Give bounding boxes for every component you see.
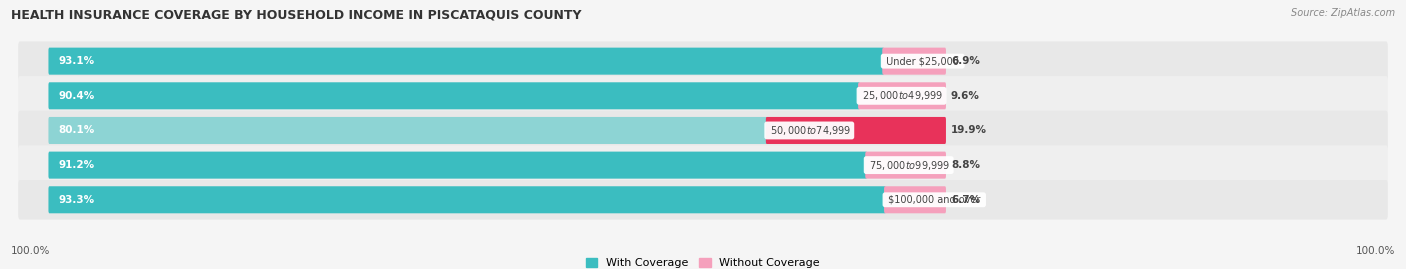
FancyBboxPatch shape: [865, 152, 946, 179]
Text: 93.1%: 93.1%: [59, 56, 96, 66]
FancyBboxPatch shape: [18, 145, 1388, 185]
Text: 90.4%: 90.4%: [59, 91, 96, 101]
FancyBboxPatch shape: [18, 41, 1388, 81]
Text: Source: ZipAtlas.com: Source: ZipAtlas.com: [1291, 8, 1395, 18]
Legend: With Coverage, Without Coverage: With Coverage, Without Coverage: [582, 254, 824, 269]
Text: 6.7%: 6.7%: [950, 195, 980, 205]
Text: 91.2%: 91.2%: [59, 160, 96, 170]
Text: 100.0%: 100.0%: [11, 246, 51, 256]
Text: 6.9%: 6.9%: [950, 56, 980, 66]
Text: 8.8%: 8.8%: [950, 160, 980, 170]
Text: 100.0%: 100.0%: [1355, 246, 1395, 256]
Text: $50,000 to $74,999: $50,000 to $74,999: [766, 124, 852, 137]
Text: 93.3%: 93.3%: [59, 195, 96, 205]
FancyBboxPatch shape: [48, 82, 860, 109]
Text: 80.1%: 80.1%: [59, 125, 96, 136]
Text: HEALTH INSURANCE COVERAGE BY HOUSEHOLD INCOME IN PISCATAQUIS COUNTY: HEALTH INSURANCE COVERAGE BY HOUSEHOLD I…: [11, 8, 582, 21]
Text: $100,000 and over: $100,000 and over: [884, 195, 984, 205]
FancyBboxPatch shape: [18, 180, 1388, 220]
FancyBboxPatch shape: [766, 117, 946, 144]
Text: Under $25,000: Under $25,000: [883, 56, 962, 66]
FancyBboxPatch shape: [48, 117, 768, 144]
FancyBboxPatch shape: [884, 186, 946, 213]
FancyBboxPatch shape: [48, 152, 868, 179]
FancyBboxPatch shape: [18, 111, 1388, 150]
FancyBboxPatch shape: [18, 76, 1388, 116]
FancyBboxPatch shape: [48, 48, 884, 75]
FancyBboxPatch shape: [883, 48, 946, 75]
Text: $25,000 to $49,999: $25,000 to $49,999: [859, 89, 943, 102]
Text: 19.9%: 19.9%: [950, 125, 987, 136]
Text: $75,000 to $99,999: $75,000 to $99,999: [866, 159, 952, 172]
FancyBboxPatch shape: [48, 186, 886, 213]
Text: 9.6%: 9.6%: [950, 91, 980, 101]
FancyBboxPatch shape: [858, 82, 946, 109]
